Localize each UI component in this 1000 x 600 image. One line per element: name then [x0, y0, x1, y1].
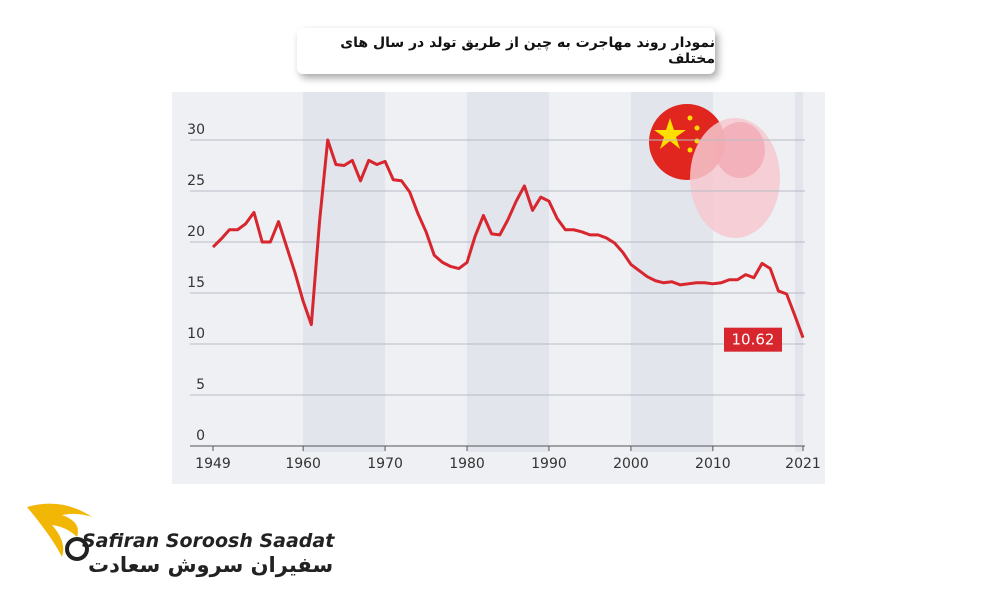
x-tick-label: 2021: [785, 456, 821, 472]
x-tick-label: 1970: [367, 456, 403, 472]
x-tick-label: 1949: [195, 456, 231, 472]
y-tick-label: 15: [187, 275, 205, 291]
flag-icon: [649, 104, 780, 238]
y-tick-label: 10: [187, 326, 205, 342]
x-tick-label: 2000: [613, 456, 649, 472]
decade-band: [795, 92, 803, 452]
y-tick-label: 5: [196, 377, 205, 393]
logo-text: Safiran Soroosh Saadat: [82, 530, 335, 552]
y-tick-label: 25: [187, 173, 205, 189]
y-tick-label: 20: [187, 224, 205, 240]
x-tick-label: 1980: [449, 456, 485, 472]
data-line: [211, 138, 805, 339]
y-tick-label: 30: [187, 122, 205, 138]
chart-title: نمودار روند مهاجرت به چین از طریق تولد د…: [297, 28, 715, 74]
x-tick-label: 1990: [531, 456, 567, 472]
y-tick-label: 0: [196, 428, 205, 444]
x-tick-label: 2010: [695, 456, 731, 472]
x-tick-label: 1960: [285, 456, 321, 472]
logo-icon: [27, 503, 92, 561]
decade-band: [467, 92, 549, 452]
value-label: 10.62: [732, 331, 775, 349]
value-label-box: [724, 327, 782, 352]
logo-text: سفیران سروش سعادت: [88, 553, 334, 577]
